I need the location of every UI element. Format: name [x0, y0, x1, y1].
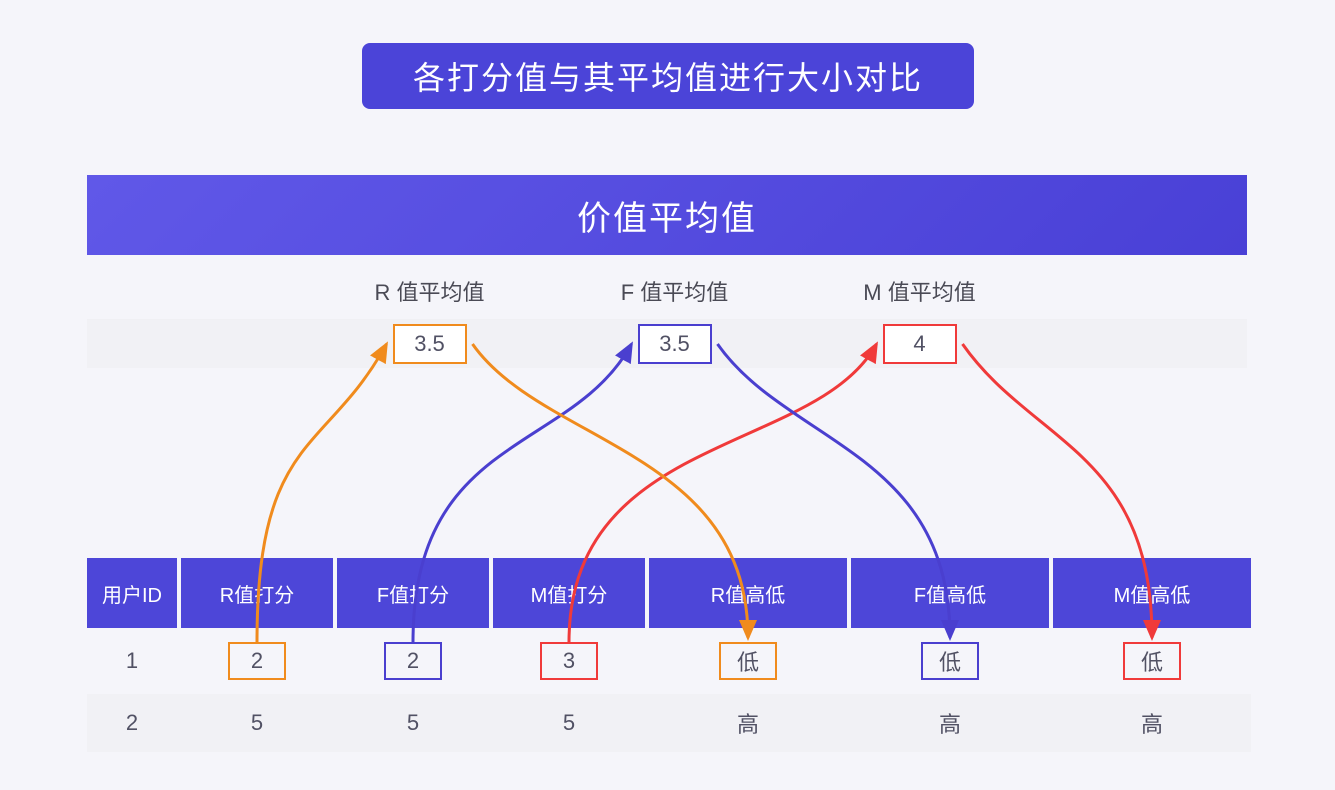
cell-flevel: 低 [851, 632, 1049, 690]
avg-value-r: 3.5 [393, 324, 467, 364]
cell-id: 2 [87, 694, 177, 752]
spacer [87, 262, 307, 319]
cell-rscore: 2 [181, 632, 333, 690]
avg-value-col-r: 3.5 [307, 320, 552, 368]
cell-mlevel: 高 [1053, 694, 1251, 752]
averages-header: 价值平均值 [87, 175, 1247, 255]
boxed-value: 2 [228, 642, 286, 680]
boxed-value: 3 [540, 642, 598, 680]
spacer [87, 320, 307, 368]
averages-values-row: 3.5 3.5 4 [87, 320, 1247, 368]
averages-labels-row: R 值平均值 F 值平均值 M 值平均值 [87, 262, 1247, 320]
cell-mscore: 3 [493, 632, 645, 690]
boxed-value: 低 [1123, 642, 1181, 680]
avg-value-col-f: 3.5 [552, 320, 797, 368]
cell-fscore: 5 [337, 694, 489, 752]
header-flevel: F值高低 [851, 558, 1049, 628]
avg-label-r: R 值平均值 [307, 262, 552, 319]
data-header-row: 用户ID R值打分 F值打分 M值打分 R值高低 F值高低 M值高低 [87, 558, 1247, 628]
avg-label-m: M 值平均值 [797, 262, 1042, 319]
avg-value-m: 4 [883, 324, 957, 364]
cell-fscore: 2 [337, 632, 489, 690]
header-rscore: R值打分 [181, 558, 333, 628]
boxed-value: 低 [921, 642, 979, 680]
cell-mscore: 5 [493, 694, 645, 752]
header-mscore: M值打分 [493, 558, 645, 628]
avg-value-col-m: 4 [797, 320, 1042, 368]
header-rlevel: R值高低 [649, 558, 847, 628]
header-userid: 用户ID [87, 558, 177, 628]
data-row-2: 2 5 5 5 高 高 高 [87, 694, 1247, 752]
cell-id: 1 [87, 632, 177, 690]
cell-rscore: 5 [181, 694, 333, 752]
boxed-value: 低 [719, 642, 777, 680]
data-row-1: 1 2 2 3 低 低 低 [87, 632, 1247, 690]
title-banner: 各打分值与其平均值进行大小对比 [362, 43, 974, 109]
cell-rlevel: 低 [649, 632, 847, 690]
cell-rlevel: 高 [649, 694, 847, 752]
cell-flevel: 高 [851, 694, 1049, 752]
boxed-value: 2 [384, 642, 442, 680]
avg-label-f: F 值平均值 [552, 262, 797, 319]
avg-value-f: 3.5 [638, 324, 712, 364]
header-fscore: F值打分 [337, 558, 489, 628]
header-mlevel: M值高低 [1053, 558, 1251, 628]
cell-mlevel: 低 [1053, 632, 1251, 690]
